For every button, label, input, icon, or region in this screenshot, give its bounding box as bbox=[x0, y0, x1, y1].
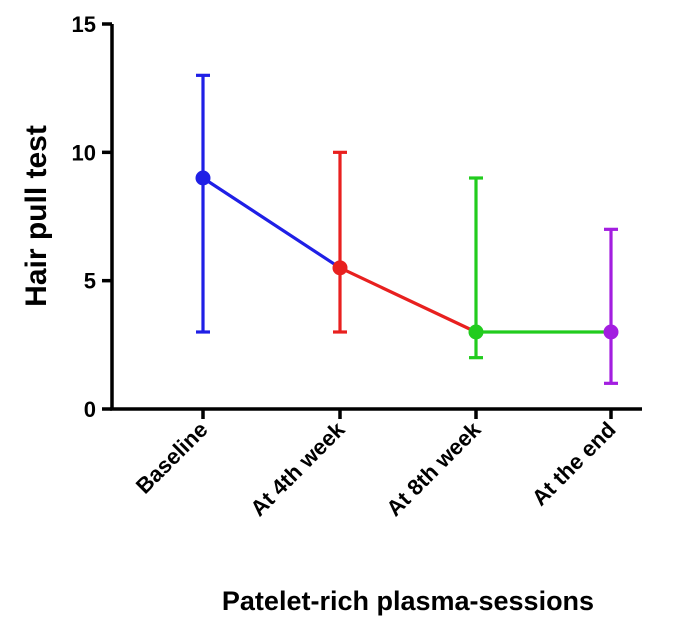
data-points bbox=[195, 170, 619, 340]
x-axis-ticks: Baseline At 4th week At 8th week At the end bbox=[131, 409, 621, 521]
x-tick-label: At the end bbox=[527, 417, 621, 511]
x-tick-label: At 4th week bbox=[245, 416, 350, 521]
axes bbox=[110, 24, 642, 411]
connecting-line-segment bbox=[338, 266, 478, 334]
y-axis-title: Hair pull test bbox=[20, 125, 53, 307]
x-axis-title: Patelet-rich plasma-sessions bbox=[222, 586, 594, 616]
connecting-line-segment bbox=[201, 176, 342, 270]
y-tick-label: 0 bbox=[84, 397, 96, 422]
y-tick-label: 5 bbox=[84, 269, 96, 294]
y-axis-ticks: 0 5 10 15 bbox=[72, 12, 112, 422]
data-point-marker bbox=[195, 170, 211, 186]
error-bar bbox=[196, 73, 210, 334]
x-tick-label: At 8th week bbox=[381, 416, 486, 521]
y-tick-label: 10 bbox=[72, 140, 96, 165]
y-tick-label: 15 bbox=[72, 12, 96, 37]
error-bar bbox=[604, 227, 618, 385]
error-bars bbox=[196, 73, 618, 385]
error-bar bbox=[333, 150, 347, 334]
data-point-marker bbox=[468, 324, 484, 340]
connecting-lines bbox=[201, 176, 613, 334]
data-point-marker bbox=[603, 324, 619, 340]
data-point-marker bbox=[332, 260, 348, 276]
x-tick-label: Baseline bbox=[131, 417, 213, 499]
